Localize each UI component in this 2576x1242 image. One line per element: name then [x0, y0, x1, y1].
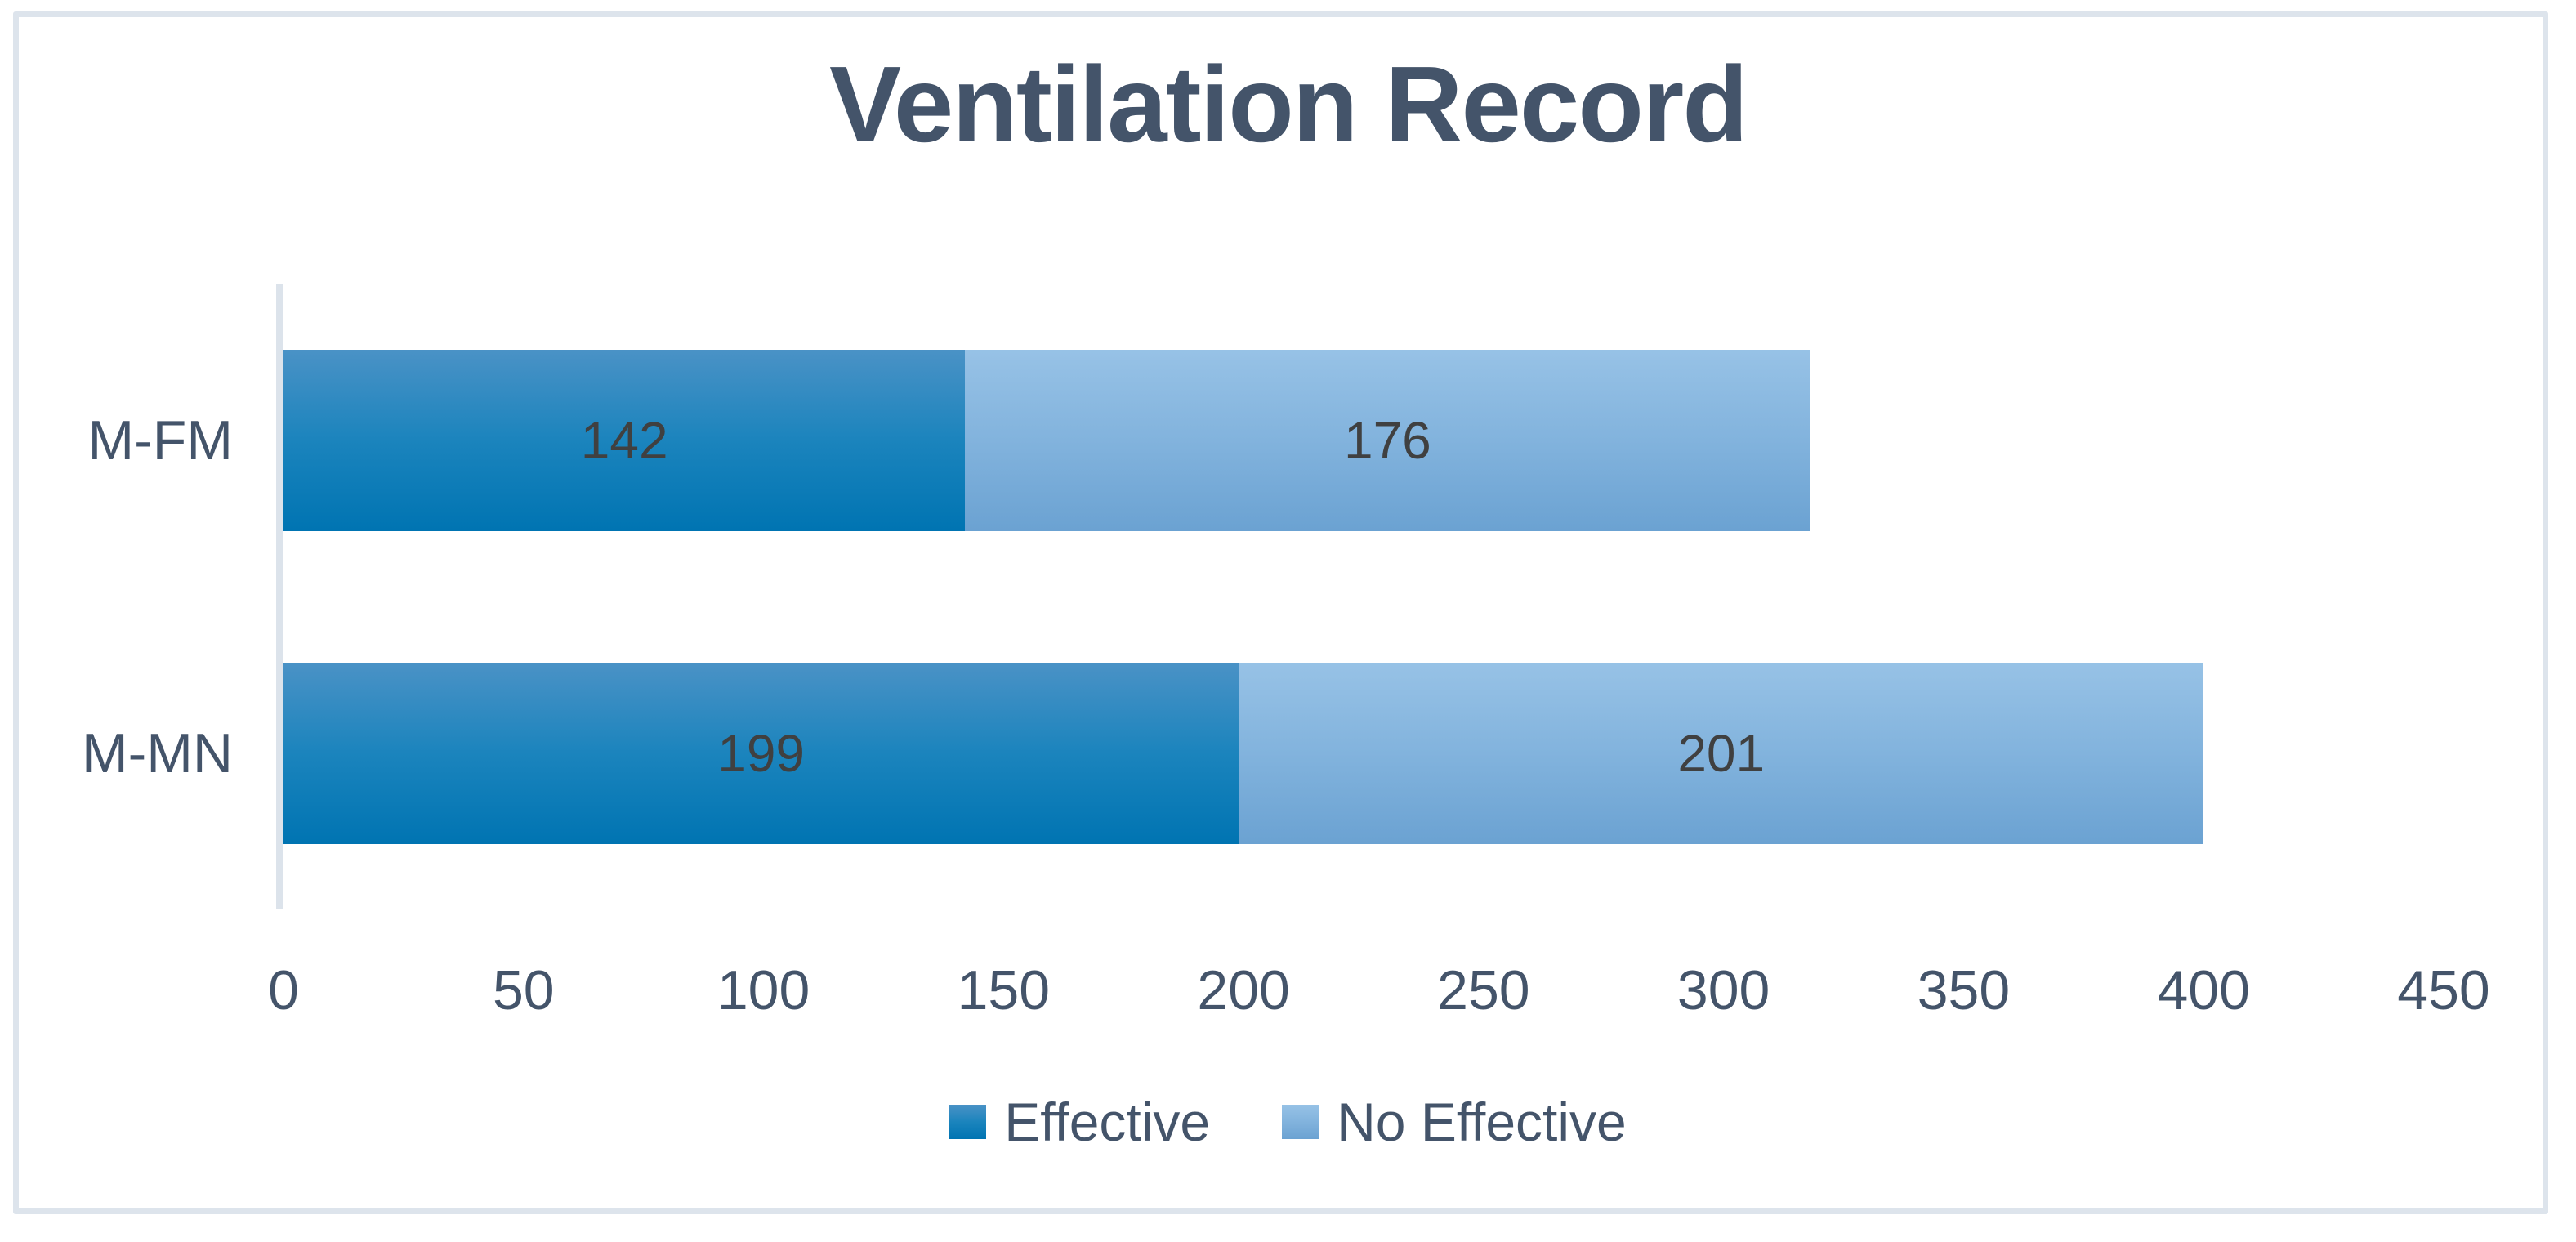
bar-segment-effective[interactable]: 142: [283, 350, 966, 532]
bar-row-m-fm: 142 176: [283, 350, 1810, 532]
bar-value-label: 201: [1677, 723, 1766, 783]
chart-legend: Effective No Effective: [0, 1095, 2576, 1149]
category-label-m-fm: M-FM: [87, 409, 233, 472]
bar-segment-no-effective[interactable]: 201: [1239, 662, 2204, 844]
bar-value-label: 176: [1343, 411, 1431, 471]
bar-value-label: 199: [717, 723, 805, 783]
x-tick-label: 0: [268, 959, 299, 1021]
chart-frame: [13, 11, 2548, 1214]
x-tick-label: 400: [2157, 959, 2250, 1021]
bar-segment-no-effective[interactable]: 176: [965, 350, 1810, 532]
legend-label-effective: Effective: [1004, 1092, 1211, 1152]
x-tick-label: 350: [1917, 959, 2011, 1021]
category-label-m-mn: M-MN: [81, 722, 233, 784]
x-tick-label: 450: [2397, 959, 2490, 1021]
bar-segment-effective[interactable]: 199: [283, 662, 1239, 844]
y-axis-line: [276, 284, 283, 909]
bar-row-m-mn: 199 201: [283, 662, 2204, 844]
legend-item-no-effective[interactable]: No Effective: [1282, 1095, 1627, 1149]
x-tick-label: 300: [1676, 959, 1770, 1021]
chart-title: Ventilation Record: [829, 44, 1748, 164]
legend-item-effective[interactable]: Effective: [949, 1095, 1210, 1149]
legend-label-no-effective: No Effective: [1337, 1092, 1627, 1152]
bar-value-label: 142: [580, 411, 668, 471]
legend-swatch-no-effective: [1282, 1105, 1319, 1139]
x-tick-label: 250: [1437, 959, 1530, 1021]
x-tick-label: 150: [957, 959, 1051, 1021]
legend-swatch-effective: [949, 1105, 987, 1139]
x-tick-label: 50: [492, 959, 555, 1021]
x-tick-label: 100: [717, 959, 810, 1021]
x-tick-label: 200: [1197, 959, 1290, 1021]
